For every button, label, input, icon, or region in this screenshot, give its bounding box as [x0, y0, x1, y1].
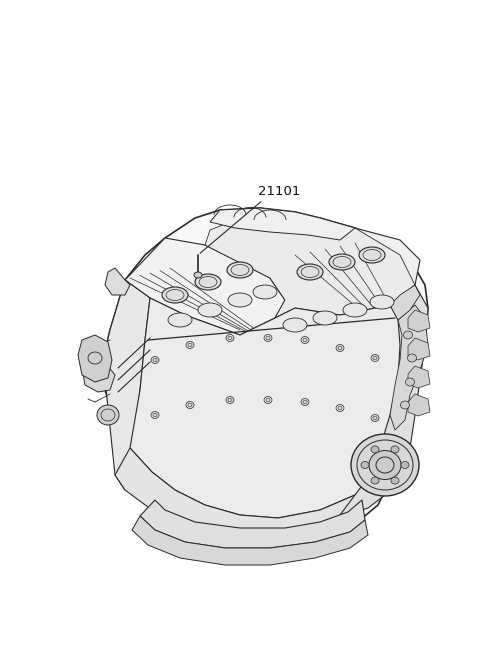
Polygon shape [408, 394, 430, 416]
Ellipse shape [264, 335, 272, 342]
Ellipse shape [195, 274, 221, 290]
Ellipse shape [297, 264, 323, 280]
Ellipse shape [401, 462, 409, 468]
Ellipse shape [226, 396, 234, 403]
Polygon shape [408, 366, 430, 388]
Ellipse shape [406, 378, 415, 386]
Ellipse shape [253, 285, 277, 299]
Ellipse shape [370, 295, 394, 309]
Ellipse shape [391, 477, 399, 484]
Ellipse shape [227, 262, 253, 278]
Polygon shape [270, 228, 420, 315]
Ellipse shape [283, 318, 307, 332]
Ellipse shape [351, 434, 419, 496]
Polygon shape [125, 238, 285, 335]
Polygon shape [132, 516, 368, 565]
Ellipse shape [313, 311, 337, 325]
Ellipse shape [194, 272, 202, 278]
Polygon shape [408, 310, 430, 332]
Polygon shape [103, 280, 150, 490]
Ellipse shape [391, 446, 399, 453]
Ellipse shape [343, 303, 367, 317]
Polygon shape [140, 500, 365, 548]
Ellipse shape [359, 247, 385, 263]
Ellipse shape [329, 254, 355, 270]
Polygon shape [390, 285, 420, 320]
Polygon shape [103, 208, 428, 535]
Ellipse shape [336, 405, 344, 411]
Ellipse shape [408, 354, 417, 362]
Ellipse shape [361, 462, 369, 468]
Polygon shape [205, 212, 415, 318]
Ellipse shape [264, 396, 272, 403]
Ellipse shape [168, 313, 192, 327]
Polygon shape [115, 448, 380, 535]
Polygon shape [390, 305, 428, 430]
Text: 21101: 21101 [258, 185, 300, 198]
Ellipse shape [97, 405, 119, 425]
Ellipse shape [404, 331, 412, 339]
Ellipse shape [336, 344, 344, 352]
Ellipse shape [371, 446, 379, 453]
Ellipse shape [186, 342, 194, 348]
Ellipse shape [400, 401, 409, 409]
Ellipse shape [162, 287, 188, 303]
Ellipse shape [226, 335, 234, 342]
Polygon shape [340, 285, 428, 515]
Polygon shape [82, 355, 115, 392]
Ellipse shape [186, 401, 194, 409]
Ellipse shape [301, 337, 309, 344]
Ellipse shape [151, 356, 159, 363]
Ellipse shape [371, 415, 379, 422]
Ellipse shape [369, 451, 401, 480]
Polygon shape [105, 268, 130, 295]
Ellipse shape [228, 293, 252, 307]
Ellipse shape [371, 354, 379, 361]
Polygon shape [408, 338, 430, 360]
Ellipse shape [151, 411, 159, 419]
Ellipse shape [301, 398, 309, 405]
Ellipse shape [371, 477, 379, 484]
Polygon shape [78, 335, 112, 382]
Ellipse shape [198, 303, 222, 317]
Polygon shape [130, 298, 415, 518]
Polygon shape [210, 208, 355, 240]
